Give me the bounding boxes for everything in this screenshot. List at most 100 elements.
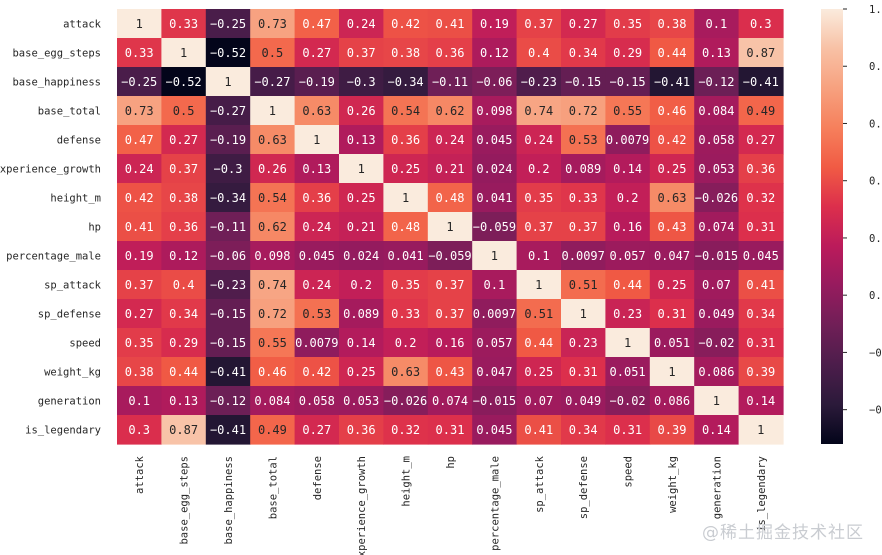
heatmap-cell — [694, 328, 740, 358]
heatmap-cell — [427, 96, 473, 126]
heatmap-cell-value: 0.63 — [302, 104, 331, 118]
heatmap-cell — [161, 357, 207, 387]
heatmap-cell — [561, 212, 606, 242]
heatmap-cell-value: 0.74 — [524, 104, 553, 118]
heatmap-cell — [161, 38, 207, 68]
heatmap-cell-value: 0.73 — [258, 17, 287, 31]
x-axis-tick-labels: attack base_egg_steps base_happiness base_t… — [134, 455, 768, 555]
heatmap-cell-value: 0.55 — [613, 104, 642, 118]
heatmap-cell — [649, 67, 695, 97]
heatmap-cell-value: 0.074 — [698, 220, 734, 234]
colorbar-tick-label: 0.6 — [869, 118, 882, 130]
heatmap-cell-value: 1 — [402, 191, 409, 205]
heatmap-cell-value: 0.35 — [125, 336, 154, 350]
heatmap-cell-value: 0.0079 — [606, 133, 649, 147]
heatmap-cell — [161, 183, 207, 213]
heatmap-cell-value: 0.14 — [702, 423, 731, 437]
heatmap-cell — [205, 125, 251, 155]
heatmap-cell — [383, 183, 429, 213]
heatmap-cell — [516, 386, 562, 416]
heatmap-cell — [694, 212, 740, 242]
heatmap-cell — [383, 38, 429, 68]
heatmap-cell — [649, 38, 695, 68]
heatmap-cell — [561, 38, 606, 68]
heatmap-cell — [516, 96, 562, 126]
heatmap-cell-value: 0.23 — [613, 307, 642, 321]
heatmap-cell — [427, 386, 473, 416]
heatmap-cell — [738, 154, 784, 184]
heatmap-cell — [694, 183, 740, 213]
heatmap-cell-value: −0.059 — [473, 220, 516, 234]
heatmap-cell — [472, 386, 518, 416]
heatmap-cell — [294, 96, 340, 126]
heatmap-cell — [339, 183, 384, 213]
heatmap-cell-value: 1 — [668, 365, 675, 379]
heatmap-cell — [250, 183, 296, 213]
heatmap-cell — [649, 96, 695, 126]
heatmap-cell — [205, 415, 251, 445]
heatmap-cell — [383, 96, 429, 126]
heatmap-cell-value: 0.27 — [302, 423, 331, 437]
heatmap-cell-value: 0.44 — [169, 365, 198, 379]
heatmap-cell — [738, 241, 784, 271]
heatmap-cell-value: 0.024 — [476, 162, 512, 176]
heatmap-cell — [516, 67, 562, 97]
heatmap-cell — [339, 38, 384, 68]
heatmap-cell-value: 0.041 — [388, 249, 424, 263]
heatmap-cell-value: 1 — [446, 220, 453, 234]
heatmap-cell-value: 0.098 — [254, 249, 290, 263]
heatmap-cell-value: −0.3 — [347, 75, 376, 89]
heatmap-cell-value: 0.35 — [391, 278, 420, 292]
heatmap-cell-value: 0.25 — [347, 191, 376, 205]
heatmap-cell — [605, 38, 651, 68]
heatmap-cell — [161, 96, 207, 126]
heatmap-cell-value: 0.057 — [476, 336, 512, 350]
heatmap-cell-value: −0.11 — [432, 75, 468, 89]
heatmap-cell-value: 0.42 — [302, 365, 331, 379]
heatmap-cell — [427, 328, 473, 358]
y-tick-label: is_legendary — [25, 425, 101, 437]
heatmap-cell — [117, 183, 162, 213]
heatmap-cell-value: 0.37 — [125, 278, 154, 292]
heatmap-cell-value: 0.27 — [746, 133, 775, 147]
heatmap-cell — [117, 125, 162, 155]
heatmap-cell-value: 0.34 — [169, 307, 198, 321]
colorbar — [821, 9, 843, 444]
x-tick-label: speed — [623, 456, 635, 488]
heatmap-cell-value: 0.25 — [658, 162, 687, 176]
heatmap-cell — [605, 328, 651, 358]
heatmap-cell-value: 0.36 — [436, 46, 465, 60]
heatmap-cell-value: 0.62 — [258, 220, 287, 234]
heatmap-cell-value: −0.23 — [210, 278, 246, 292]
heatmap-cell — [694, 125, 740, 155]
heatmap-cell — [205, 96, 251, 126]
heatmap-cell — [738, 125, 784, 155]
heatmap-cell — [605, 241, 651, 271]
heatmap-cell-value: 0.34 — [569, 46, 598, 60]
colorbar-tick-label: 1.0 — [869, 4, 882, 16]
heatmap-cell — [161, 270, 207, 300]
heatmap-cell-value: −0.52 — [166, 75, 202, 89]
x-tick-label: height_m — [401, 456, 413, 507]
x-tick-label: generation — [711, 456, 723, 519]
x-tick-label: hp — [445, 456, 457, 469]
heatmap-cell — [383, 212, 429, 242]
heatmap-cell-value: 0.43 — [658, 220, 687, 234]
heatmap-cell-value: 0.36 — [302, 191, 331, 205]
heatmap-cell — [161, 386, 207, 416]
heatmap-cell-value: −0.02 — [698, 336, 734, 350]
heatmap-cell-value: 0.1 — [128, 394, 150, 408]
heatmap-cell — [516, 415, 562, 445]
heatmap-cell-value: 0.31 — [613, 423, 642, 437]
heatmap-cell-value: −0.27 — [210, 104, 246, 118]
heatmap-cell — [738, 415, 784, 445]
heatmap-cell-value: 0.37 — [569, 220, 598, 234]
heatmap-cell — [427, 154, 473, 184]
heatmap-cell — [294, 125, 340, 155]
heatmap-cell — [339, 386, 384, 416]
heatmap-cell-value: 1 — [713, 394, 720, 408]
heatmap-cell-value: 0.049 — [565, 394, 601, 408]
heatmap-cell — [294, 212, 340, 242]
heatmap-cell — [472, 357, 518, 387]
heatmap-cell-value: 0.38 — [169, 191, 198, 205]
